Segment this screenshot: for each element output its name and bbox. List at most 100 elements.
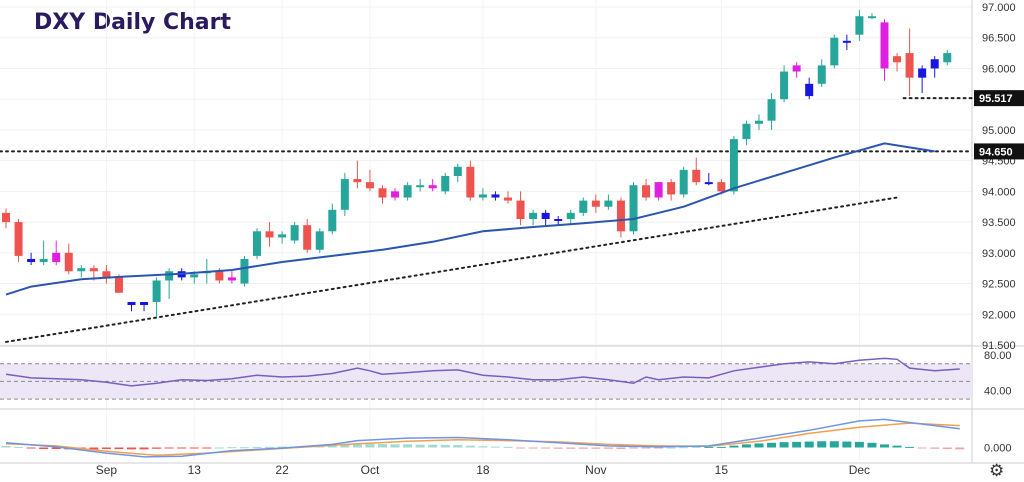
candle-body[interactable] — [642, 185, 651, 198]
candle-body[interactable] — [667, 182, 676, 195]
macd-histogram-bar — [516, 447, 526, 449]
macd-histogram-bar — [804, 441, 814, 448]
candle-body[interactable] — [428, 185, 437, 189]
candle-body[interactable] — [152, 280, 161, 302]
candle-body[interactable] — [591, 200, 600, 207]
macd-histogram-bar — [704, 446, 714, 448]
candle-body[interactable] — [930, 59, 939, 69]
candle-body[interactable] — [918, 68, 927, 78]
candle-body[interactable] — [328, 209, 337, 232]
macd-histogram-bar — [327, 445, 337, 448]
candle-body[interactable] — [717, 182, 726, 192]
macd-histogram-bar — [227, 447, 237, 449]
candle-body[interactable] — [742, 123, 751, 140]
candle-body[interactable] — [315, 231, 324, 250]
candle-body[interactable] — [265, 231, 274, 238]
candle-body[interactable] — [416, 185, 425, 188]
candle-body[interactable] — [27, 258, 36, 263]
candle-body[interactable] — [830, 37, 839, 66]
candle-body[interactable] — [905, 53, 914, 78]
macd-histogram-bar — [729, 445, 739, 448]
candle-body[interactable] — [39, 258, 48, 263]
macd-histogram-bar — [252, 446, 262, 448]
candle-body[interactable] — [391, 191, 400, 198]
candle-body[interactable] — [165, 271, 174, 281]
candle-body[interactable] — [290, 225, 299, 241]
candle-body[interactable] — [692, 169, 701, 183]
candle-body[interactable] — [227, 277, 236, 281]
candle-body[interactable] — [14, 222, 23, 256]
candle-body[interactable] — [89, 268, 98, 272]
candle-body[interactable] — [679, 169, 688, 195]
candle-body[interactable] — [64, 252, 73, 272]
candle-body[interactable] — [102, 271, 111, 278]
candle-body[interactable] — [2, 212, 10, 223]
macd-histogram-bar — [691, 446, 701, 448]
macd-histogram-bar — [503, 446, 513, 448]
macd-histogram-bar — [14, 446, 24, 448]
candle-body[interactable] — [817, 65, 826, 84]
candle-body[interactable] — [77, 268, 86, 272]
candle-body[interactable] — [303, 225, 312, 250]
macd-histogram-bar — [152, 447, 162, 449]
time-tick-label: 15 — [715, 463, 729, 477]
candle-body[interactable] — [629, 185, 638, 232]
candle-body[interactable] — [805, 83, 814, 97]
candle-body[interactable] — [504, 197, 512, 201]
candle-body[interactable] — [353, 179, 362, 183]
macd-histogram-bar — [666, 447, 676, 449]
candle-body[interactable] — [529, 212, 538, 220]
candle-body[interactable] — [516, 200, 525, 220]
candle-body[interactable] — [541, 212, 550, 220]
candle-body[interactable] — [127, 301, 136, 306]
candle-body[interactable] — [554, 219, 563, 222]
macd-histogram-bar — [403, 444, 413, 448]
candle-body[interactable] — [943, 53, 952, 63]
rsi-tick-label: 80.00 — [984, 350, 1012, 362]
candle-body[interactable] — [378, 188, 387, 198]
candle-body[interactable] — [842, 40, 851, 43]
candle-body[interactable] — [729, 139, 738, 192]
candle-body[interactable] — [278, 234, 287, 238]
candle-body[interactable] — [491, 194, 500, 198]
time-tick-label: 22 — [275, 463, 289, 477]
candle-body[interactable] — [579, 200, 588, 213]
candle-body[interactable] — [253, 231, 261, 256]
macd-histogram-bar — [591, 447, 601, 449]
candle-body[interactable] — [114, 277, 123, 293]
macd-histogram-bar — [453, 445, 463, 448]
candle-body[interactable] — [755, 120, 763, 124]
macd-histogram-bar — [101, 447, 111, 450]
candle-body[interactable] — [654, 182, 663, 198]
candle-body[interactable] — [441, 176, 450, 192]
candle-body[interactable] — [867, 16, 876, 19]
candle-body[interactable] — [566, 212, 575, 220]
time-tick-label: 13 — [188, 463, 202, 477]
candle-body[interactable] — [855, 16, 864, 35]
candle-body[interactable] — [190, 274, 199, 278]
candle-body[interactable] — [453, 166, 462, 176]
candle-body[interactable] — [780, 71, 789, 100]
candle-body[interactable] — [466, 166, 475, 198]
candle-body[interactable] — [880, 22, 889, 69]
candle-body[interactable] — [792, 65, 801, 72]
candle-body[interactable] — [604, 200, 613, 207]
candle-body[interactable] — [240, 258, 249, 284]
candle-body[interactable] — [616, 200, 625, 232]
macd-histogram-bar — [541, 447, 551, 449]
candle-body[interactable] — [52, 252, 61, 263]
candle-body[interactable] — [403, 185, 412, 198]
gear-icon[interactable]: ⚙ — [989, 461, 1005, 480]
candle-body[interactable] — [365, 182, 374, 189]
candle-body[interactable] — [478, 194, 487, 198]
macd-histogram-bar — [654, 447, 664, 449]
candle-body[interactable] — [140, 301, 149, 306]
candle-body[interactable] — [767, 99, 776, 121]
candle-body[interactable] — [893, 56, 902, 63]
price-tick-label: 92.500 — [982, 279, 1016, 291]
candle-body[interactable] — [704, 182, 713, 185]
macd-histogram-bar — [603, 447, 613, 449]
candle-body[interactable] — [340, 179, 349, 210]
candle-body[interactable] — [215, 271, 224, 281]
